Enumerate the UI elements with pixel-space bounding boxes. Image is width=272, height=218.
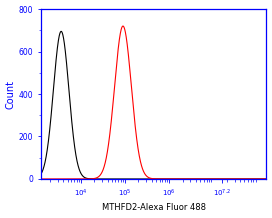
X-axis label: MTHFD2-Alexa Fluor 488: MTHFD2-Alexa Fluor 488: [102, 203, 206, 213]
Y-axis label: Count: Count: [5, 80, 16, 109]
